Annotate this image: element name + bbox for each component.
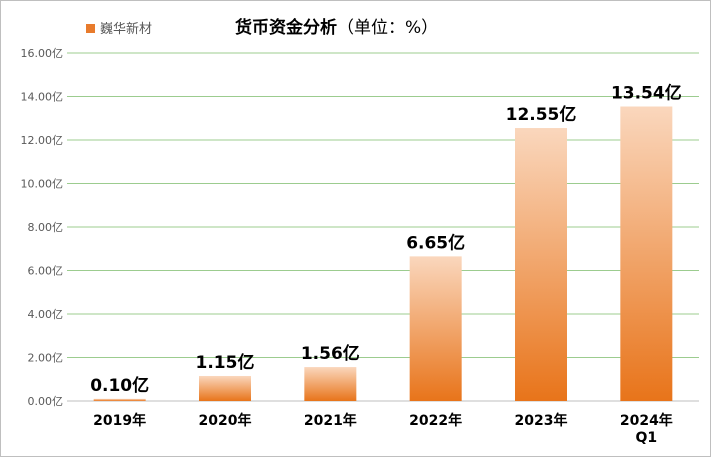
y-tick-label: 10.00亿 [21,178,64,191]
bar [304,367,357,401]
x-tick-label: 2024年 Q1 [620,412,673,446]
y-tick-label: 16.00亿 [21,47,64,60]
bar [199,375,251,401]
chart-title: 货币资金分析 [235,17,337,38]
x-tick-label: 2021年 [304,412,357,429]
data-label: 13.54亿 [611,83,682,104]
bar [620,106,673,401]
bar [515,128,567,401]
data-label: 1.56亿 [301,343,360,364]
x-tick-label: 2022年 [409,412,462,429]
legend-marker [86,24,95,33]
y-tick-label: 2.00亿 [28,352,64,365]
y-tick-label: 4.00亿 [28,308,64,321]
chart-title-unit: （单位：%） [337,18,438,38]
y-tick-label: 0.00亿 [28,395,64,408]
y-tick-label: 8.00亿 [28,221,64,234]
x-tick-label: 2023年 [515,412,568,429]
data-label: 0.10亿 [90,375,149,396]
y-tick-label: 12.00亿 [21,134,64,147]
data-label: 6.65亿 [406,232,465,253]
bar [93,398,146,401]
legend-label: 巍华新材 [100,21,152,37]
y-tick-label: 6.00亿 [28,265,64,278]
x-tick-label: 2020年 [199,412,252,429]
y-tick-label: 14.00亿 [21,91,64,104]
data-label: 12.55亿 [506,104,577,125]
x-tick-label: 2019年 [93,412,146,429]
bar [409,256,462,401]
data-label: 1.15亿 [196,352,255,373]
chart-title-group: 货币资金分析（单位：%） [235,17,438,38]
